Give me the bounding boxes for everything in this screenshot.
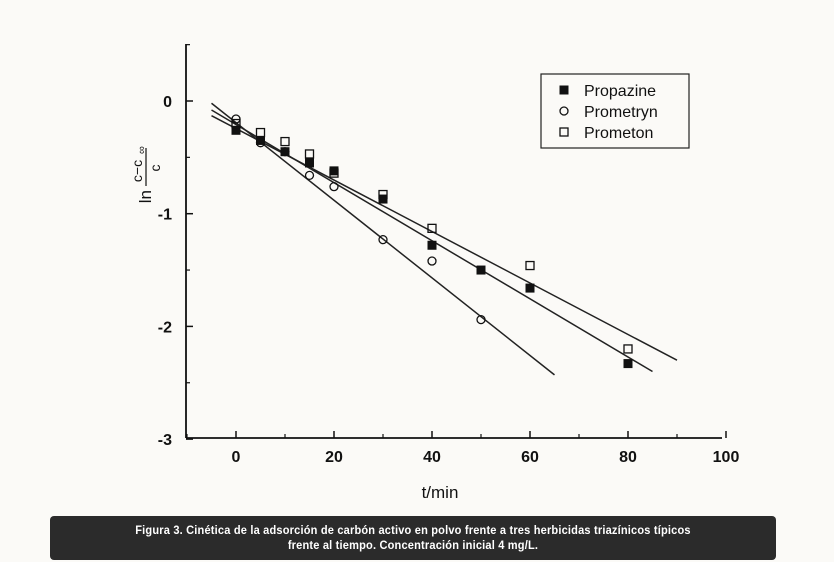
- point-prometryn: [304, 170, 315, 181]
- legend-label-prometryn: Prometryn: [584, 104, 658, 121]
- point-propazine: [427, 240, 437, 250]
- point-prometryn: [255, 138, 266, 148]
- legend-label-prometon: Prometon: [584, 125, 653, 142]
- point-propazine: [305, 158, 314, 168]
- x-tick-label: 20: [325, 449, 343, 466]
- point-propazine: [525, 283, 535, 293]
- point-propazine: [329, 166, 339, 176]
- y-tick-label: -2: [158, 319, 172, 336]
- tick-labels: 0 20 40 60 80 100 0 -1 -2 -3: [158, 94, 740, 466]
- x-tick-label: 0: [232, 449, 241, 466]
- axes: [185, 44, 727, 440]
- point-prometon: [280, 136, 290, 147]
- caption-line-2: frente al tiempo. Concentración inicial …: [287, 538, 539, 552]
- point-prometon: [525, 260, 535, 271]
- kinetics-chart: 0 20 40 60 80 100 0 -1 -2 -3 t/min ln c−c ∞ c Pro…: [129, 44, 740, 502]
- point-propazine: [231, 125, 241, 135]
- point-prometryn: [378, 234, 388, 245]
- legend: Propazine Prometryn Prometon: [540, 73, 690, 149]
- y-axis-label-ln: ln: [136, 190, 155, 203]
- caption-line-1: Figura 3. Cinética de la adsorción de ca…: [135, 523, 691, 537]
- point-prometryn: [427, 256, 437, 266]
- legend-label-propazine: Propazine: [584, 83, 656, 100]
- data-points: [231, 114, 633, 369]
- point-prometon: [304, 149, 315, 159]
- y-axis-label: ln c−c ∞ c: [129, 146, 163, 203]
- figure-caption: Figura 3. Cinética de la adsorción de ca…: [50, 516, 776, 560]
- point-prometryn: [329, 182, 339, 192]
- y-tick-label: -3: [158, 432, 172, 449]
- point-prometryn: [280, 147, 290, 157]
- y-axis-label-denominator: c: [147, 165, 163, 172]
- point-prometon: [255, 127, 266, 138]
- fit-line-propazine: [211, 109, 653, 373]
- point-prometon: [623, 344, 633, 354]
- x-tick-label: 40: [423, 449, 441, 466]
- point-propazine: [623, 359, 633, 369]
- y-tick-label: -1: [158, 207, 172, 224]
- point-prometryn: [476, 314, 486, 325]
- x-tick-label: 80: [619, 449, 637, 466]
- point-prometon: [231, 118, 241, 129]
- y-tick-label: 0: [163, 94, 172, 111]
- x-tick-label: 60: [521, 449, 539, 466]
- point-prometon: [378, 189, 388, 200]
- point-prometon: [427, 223, 437, 234]
- fit-line-prometon: [211, 114, 678, 361]
- y-axis-label-numerator: c−c: [129, 160, 145, 182]
- y-axis-label-numerator-sub: ∞: [136, 146, 148, 154]
- fit-line-prometryn: [211, 102, 555, 376]
- legend-marker-propazine: [559, 85, 569, 95]
- legend-box: [540, 73, 690, 149]
- x-axis-label: t/min: [422, 483, 459, 502]
- legend-marker-prometon: [559, 127, 569, 137]
- point-propazine: [476, 265, 486, 275]
- x-tick-label: 100: [713, 449, 740, 466]
- legend-marker-prometryn: [559, 106, 569, 116]
- point-prometon: [329, 168, 339, 178]
